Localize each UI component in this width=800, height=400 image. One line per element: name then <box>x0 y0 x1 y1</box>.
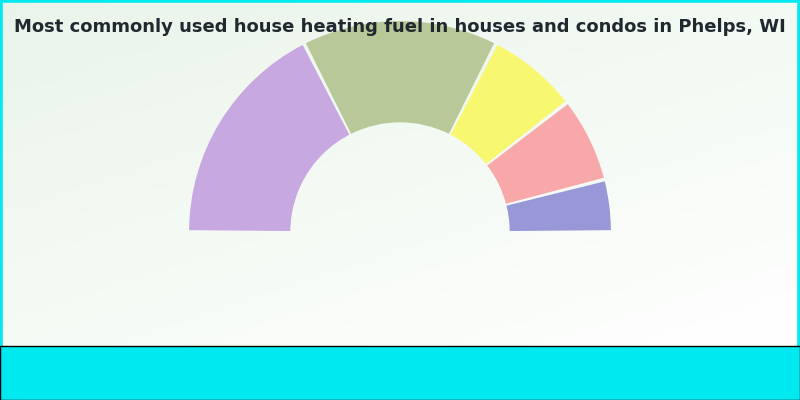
Ellipse shape <box>203 363 221 383</box>
Ellipse shape <box>507 363 525 383</box>
Text: Most commonly used house heating fuel in houses and condos in Phelps, WI: Most commonly used house heating fuel in… <box>14 18 786 36</box>
Text: Wood: Wood <box>345 366 382 380</box>
Ellipse shape <box>415 363 433 383</box>
Wedge shape <box>487 104 604 204</box>
Text: Electricity: Electricity <box>437 366 503 380</box>
Wedge shape <box>189 45 350 231</box>
Wedge shape <box>306 21 494 134</box>
Text: Utility gas: Utility gas <box>225 366 292 380</box>
Ellipse shape <box>323 363 341 383</box>
Text: Bottled, tank, or LP gas: Bottled, tank, or LP gas <box>69 366 224 380</box>
Wedge shape <box>450 45 566 164</box>
Wedge shape <box>506 181 611 231</box>
Text: Fuel oil, kerosene, etc.: Fuel oil, kerosene, etc. <box>529 366 678 380</box>
Ellipse shape <box>47 363 65 383</box>
